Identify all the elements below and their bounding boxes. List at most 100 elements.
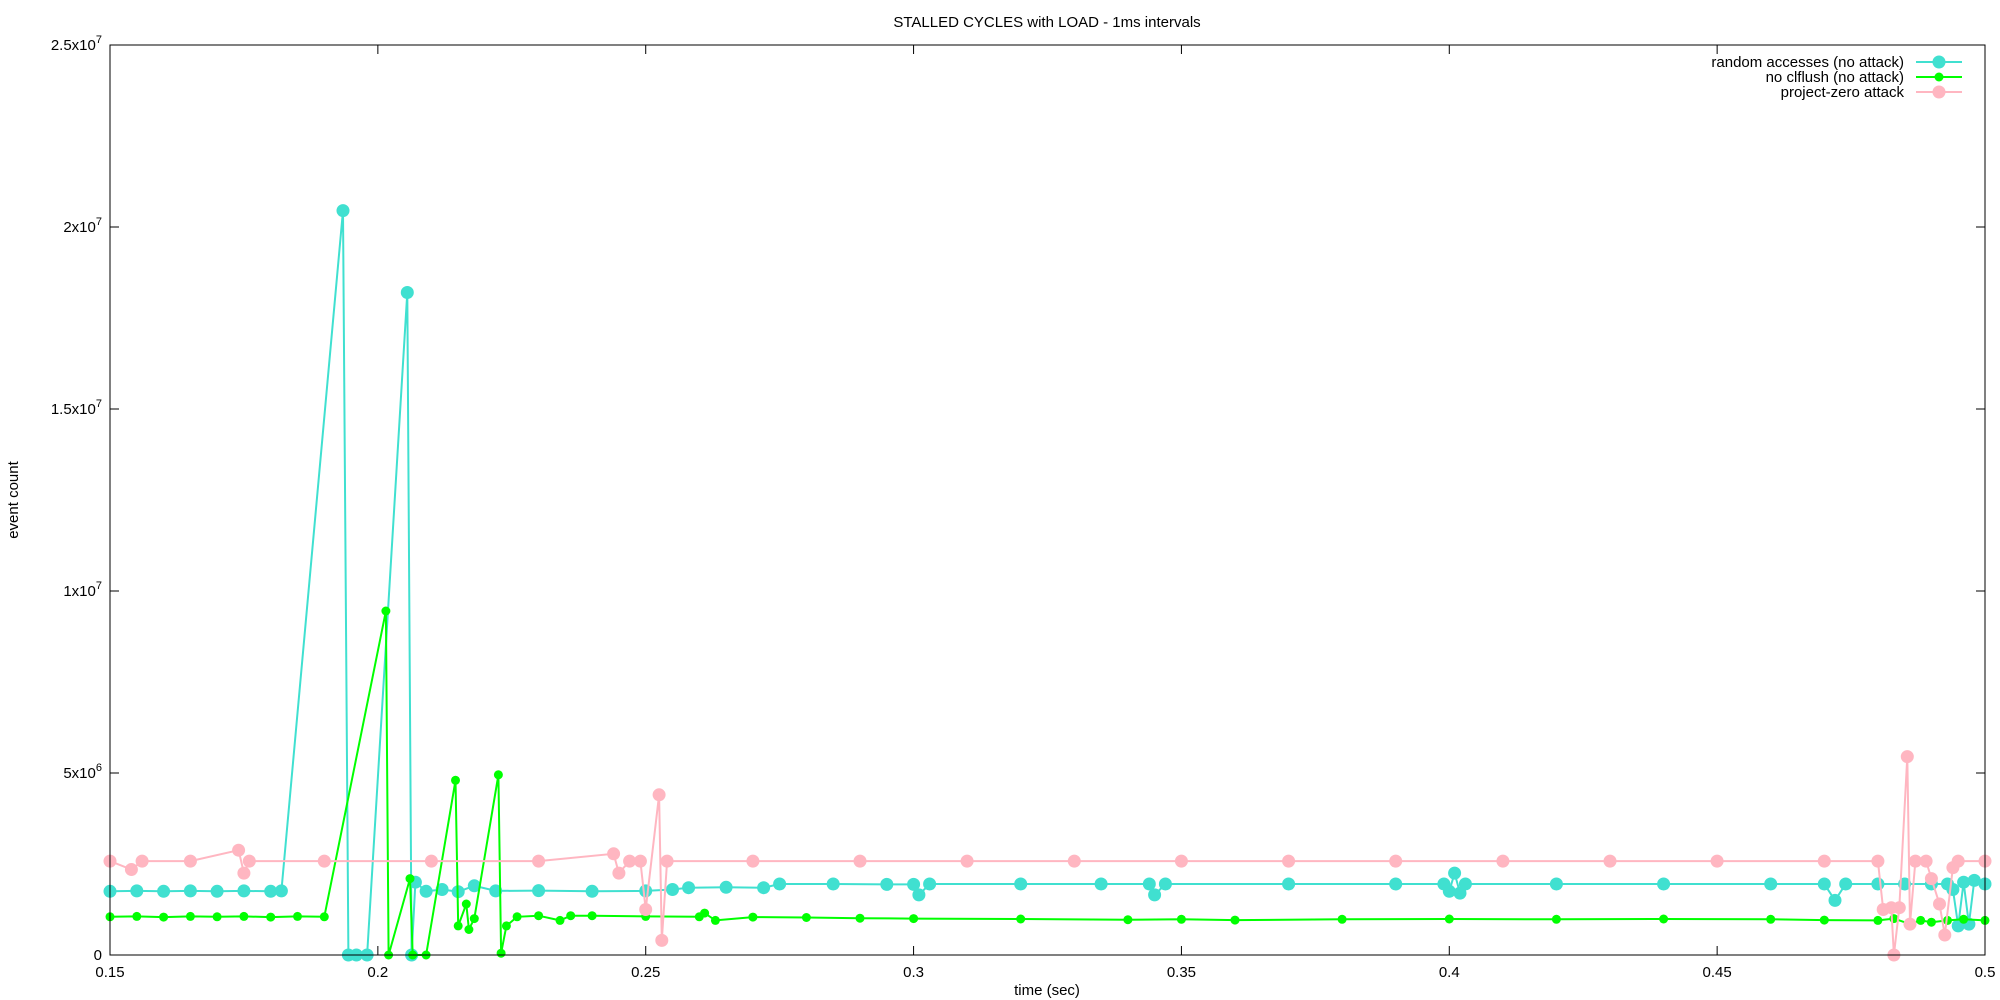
data-point: [1016, 914, 1026, 924]
data-point: [585, 884, 599, 898]
data-point: [1926, 917, 1936, 927]
data-point: [381, 606, 391, 616]
legend-item: no clflush (no attack): [1766, 69, 1962, 86]
x-tick-label: 0.3: [903, 964, 924, 981]
data-point: [801, 913, 811, 922]
data-point: [183, 884, 197, 898]
data-point: [1448, 866, 1462, 880]
data-point: [232, 843, 246, 857]
data-point: [639, 884, 653, 898]
data-point: [660, 854, 674, 868]
y-tick-base: 2x10: [63, 219, 96, 236]
y-tick-label: 1x107: [63, 580, 102, 600]
data-point: [451, 775, 460, 785]
data-point: [1176, 914, 1186, 924]
data-point: [710, 915, 720, 925]
y-tick-label: 5x106: [63, 762, 102, 782]
data-point: [336, 204, 350, 218]
data-point: [666, 883, 679, 896]
data-point: [135, 854, 149, 868]
data-point: [907, 877, 921, 891]
y-tick-exponent: 6: [96, 762, 102, 774]
data-point: [274, 884, 288, 898]
data-point: [1873, 915, 1883, 925]
data-point: [317, 854, 331, 868]
data-point: [655, 933, 669, 947]
data-point: [1766, 914, 1776, 924]
data-point: [1549, 877, 1563, 891]
y-tick-label: 2x107: [63, 216, 102, 236]
data-point: [467, 879, 481, 893]
data-point: [1094, 877, 1108, 891]
data-point: [489, 884, 503, 898]
legend-swatch-marker: [1932, 85, 1946, 99]
data-point: [1148, 888, 1162, 902]
x-axis-title: time (sec): [1014, 982, 1080, 999]
data-point: [909, 914, 919, 924]
data-point: [1908, 854, 1922, 868]
data-point: [212, 912, 222, 922]
data-point: [1916, 915, 1926, 925]
data-point: [855, 913, 865, 923]
y-tick-base: 1x10: [63, 583, 96, 600]
series-line: [109, 610, 1986, 956]
series-2: [103, 750, 1992, 962]
data-point: [1959, 914, 1969, 924]
plot-area: [103, 204, 1992, 962]
x-tick-label: 0.15: [95, 964, 124, 981]
data-point: [1871, 854, 1885, 868]
data-point: [633, 854, 647, 868]
legend-label: project-zero attack: [1781, 84, 1905, 101]
data-point: [496, 948, 506, 958]
data-point: [157, 884, 171, 898]
data-point: [623, 854, 637, 868]
data-point: [1389, 854, 1403, 868]
data-point: [1839, 877, 1853, 891]
data-point: [239, 911, 249, 921]
data-point: [1967, 873, 1981, 887]
data-point: [183, 854, 197, 868]
data-point: [1282, 854, 1296, 868]
y-axis-title: event count: [5, 460, 22, 538]
data-point: [853, 854, 867, 868]
data-point: [405, 874, 415, 884]
data-point: [319, 912, 329, 922]
x-tick-label: 0.2: [367, 964, 388, 981]
data-point: [1938, 928, 1952, 942]
data-point: [159, 912, 169, 922]
data-point: [266, 912, 276, 922]
y-tick-base: 1.5x10: [51, 401, 96, 418]
data-point: [555, 915, 565, 925]
data-point: [826, 877, 840, 891]
data-point: [1957, 875, 1971, 889]
data-point: [1230, 915, 1240, 925]
data-point: [1458, 877, 1472, 891]
data-point: [1496, 854, 1510, 868]
data-point: [566, 911, 576, 921]
chart-title: STALLED CYCLES with LOAD - 1ms intervals: [893, 14, 1200, 31]
data-point: [237, 884, 251, 898]
data-point: [1603, 854, 1617, 868]
data-point: [700, 908, 710, 918]
data-point: [132, 911, 142, 921]
data-point: [1659, 914, 1669, 924]
series-0: [103, 204, 1992, 962]
data-point: [1828, 893, 1842, 907]
data-point: [464, 925, 474, 934]
legend-swatch-marker: [1932, 55, 1946, 69]
data-point: [400, 286, 414, 299]
data-point: [1444, 914, 1454, 924]
data-point: [532, 854, 546, 868]
data-point: [1892, 901, 1906, 915]
data-point: [1951, 854, 1965, 868]
y-tick-base: 2.5x10: [51, 37, 96, 54]
data-point: [435, 883, 449, 896]
data-point: [237, 866, 251, 880]
data-point: [242, 854, 256, 868]
data-point: [264, 884, 278, 898]
y-tick-exponent: 7: [96, 34, 102, 46]
data-point: [1657, 877, 1671, 891]
data-point: [1764, 877, 1778, 891]
data-point: [1933, 897, 1946, 911]
